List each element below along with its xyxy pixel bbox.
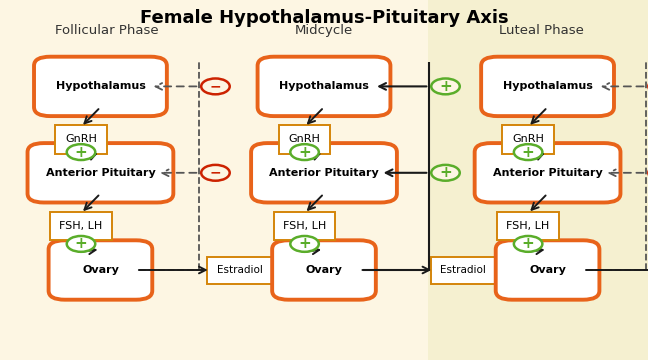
Text: +: + (298, 237, 311, 251)
Text: +: + (522, 145, 535, 159)
Text: Anterior Pituitary: Anterior Pituitary (269, 168, 379, 178)
Text: Ovary: Ovary (306, 265, 342, 275)
Text: Follicular Phase: Follicular Phase (55, 24, 159, 37)
FancyBboxPatch shape (428, 0, 648, 360)
FancyBboxPatch shape (431, 256, 496, 284)
Circle shape (514, 144, 542, 160)
Text: Hypothalamus: Hypothalamus (503, 81, 592, 91)
FancyBboxPatch shape (34, 57, 167, 116)
Text: GnRH: GnRH (288, 135, 321, 144)
Text: Estradiol: Estradiol (217, 265, 262, 275)
Text: Midcycle: Midcycle (295, 24, 353, 37)
Text: +: + (75, 145, 87, 159)
Circle shape (201, 78, 229, 94)
Text: Hypothalamus: Hypothalamus (56, 81, 145, 91)
Text: Ovary: Ovary (529, 265, 566, 275)
Circle shape (432, 165, 459, 181)
Circle shape (201, 165, 229, 181)
FancyBboxPatch shape (273, 211, 336, 240)
Circle shape (290, 144, 319, 160)
Text: FSH, LH: FSH, LH (507, 221, 550, 231)
FancyBboxPatch shape (50, 211, 111, 240)
Text: Luteal Phase: Luteal Phase (499, 24, 583, 37)
Text: +: + (298, 145, 311, 159)
Text: −: − (210, 166, 221, 180)
Circle shape (514, 236, 542, 252)
Circle shape (290, 236, 319, 252)
Text: FSH, LH: FSH, LH (283, 221, 326, 231)
Text: Ovary: Ovary (82, 265, 119, 275)
Text: GnRH: GnRH (512, 135, 544, 144)
Text: +: + (522, 237, 535, 251)
Circle shape (67, 144, 95, 160)
FancyBboxPatch shape (496, 240, 599, 300)
Text: Anterior Pituitary: Anterior Pituitary (492, 168, 603, 178)
Text: Anterior Pituitary: Anterior Pituitary (45, 168, 156, 178)
FancyBboxPatch shape (279, 125, 330, 154)
Text: Hypothalamus: Hypothalamus (279, 81, 369, 91)
Text: −: − (210, 80, 221, 93)
FancyBboxPatch shape (49, 240, 152, 300)
Text: FSH, LH: FSH, LH (60, 221, 102, 231)
FancyBboxPatch shape (257, 57, 390, 116)
FancyBboxPatch shape (498, 211, 559, 240)
Circle shape (432, 78, 459, 94)
FancyBboxPatch shape (481, 57, 614, 116)
FancyBboxPatch shape (207, 256, 272, 284)
FancyBboxPatch shape (502, 125, 554, 154)
Text: GnRH: GnRH (65, 135, 97, 144)
FancyBboxPatch shape (474, 143, 620, 202)
Text: +: + (439, 79, 452, 94)
Text: +: + (439, 165, 452, 180)
FancyBboxPatch shape (27, 143, 173, 202)
Text: +: + (75, 237, 87, 251)
FancyBboxPatch shape (272, 240, 376, 300)
Circle shape (67, 236, 95, 252)
Text: Female Hypothalamus-Pituitary Axis: Female Hypothalamus-Pituitary Axis (140, 9, 508, 27)
Text: Estradiol: Estradiol (441, 265, 486, 275)
FancyBboxPatch shape (251, 143, 397, 202)
FancyBboxPatch shape (55, 125, 107, 154)
